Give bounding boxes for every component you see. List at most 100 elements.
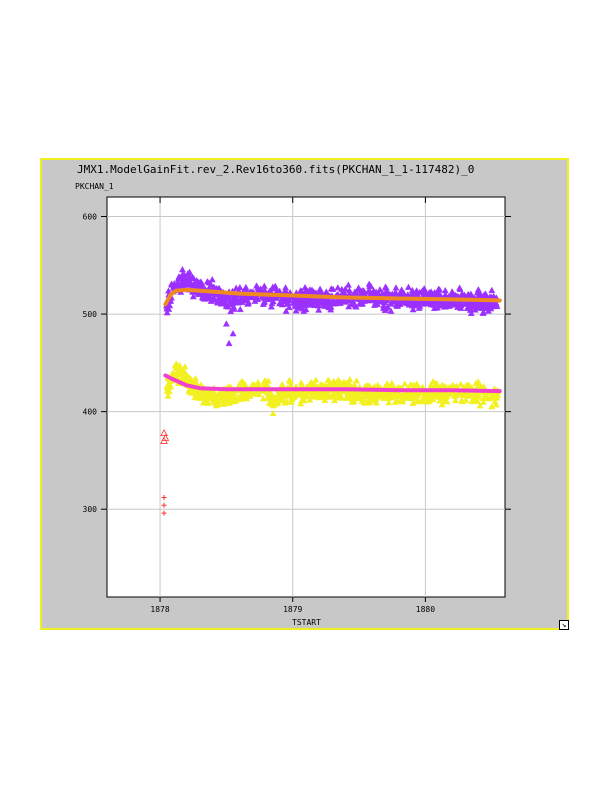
axes: 1878 1879 1880 300 400 500 600 — [83, 197, 511, 614]
data-point — [450, 392, 458, 399]
data-point — [413, 287, 421, 294]
data-point — [306, 396, 314, 403]
data-point — [203, 278, 211, 285]
data-point — [193, 277, 201, 284]
data-point — [297, 379, 305, 386]
data-point — [198, 280, 206, 287]
data-point — [397, 397, 405, 404]
data-point — [416, 298, 424, 305]
data-point — [267, 303, 275, 310]
data-point — [418, 288, 426, 295]
data-point — [418, 389, 426, 397]
data-point — [380, 302, 388, 309]
data-point — [320, 301, 328, 308]
series-3 — [161, 494, 167, 516]
data-point — [308, 392, 316, 399]
data-point — [457, 380, 465, 387]
data-point — [272, 285, 280, 292]
data-point — [439, 397, 447, 404]
data-point — [360, 398, 368, 405]
data-point — [310, 388, 318, 395]
data-point — [181, 363, 189, 370]
data-point — [194, 290, 202, 297]
data-point — [438, 401, 446, 408]
data-point — [344, 389, 352, 397]
data-point — [229, 330, 237, 337]
data-point — [189, 293, 197, 300]
resize-handle-icon[interactable]: ↘ — [559, 620, 569, 630]
data-point — [371, 301, 378, 308]
data-point — [160, 429, 168, 437]
data-point — [297, 400, 305, 407]
y-tick-label: 300 — [83, 505, 98, 514]
data-point — [475, 391, 483, 398]
data-point — [334, 284, 342, 291]
data-point — [238, 293, 246, 300]
data-point — [190, 377, 198, 384]
data-point — [385, 399, 393, 406]
series-5 — [163, 373, 502, 394]
data-point — [230, 305, 238, 312]
chart: JMX1.ModelGainFit.rev_2.Rev16to360.fits(… — [75, 163, 511, 627]
data-point — [199, 399, 207, 406]
data-point — [461, 389, 469, 397]
data-point — [283, 294, 291, 302]
data-point — [466, 306, 474, 313]
y-axis-label: PKCHAN_1 — [75, 182, 114, 191]
data-point — [401, 380, 409, 387]
data-point — [420, 300, 428, 307]
data-point — [365, 389, 373, 396]
data-point — [381, 389, 389, 396]
data-point — [395, 299, 403, 306]
data-point — [225, 394, 233, 401]
data-point — [344, 281, 352, 288]
data-point — [375, 297, 383, 304]
data-point — [442, 393, 450, 400]
data-point — [349, 392, 356, 400]
data-point — [185, 273, 193, 280]
data-point — [338, 285, 346, 293]
x-axis-label: TSTART — [292, 618, 321, 627]
data-point — [427, 381, 435, 388]
data-point — [469, 395, 477, 402]
data-point — [307, 299, 314, 306]
data-point — [285, 303, 293, 311]
data-point — [392, 288, 400, 295]
data-point — [315, 296, 323, 303]
data-point — [176, 274, 184, 281]
data-point — [161, 502, 167, 508]
data-point — [407, 380, 415, 388]
data-point — [227, 296, 235, 304]
y-tick-label: 500 — [83, 310, 98, 319]
data-point — [462, 396, 470, 403]
data-point — [476, 289, 484, 297]
data-point — [204, 399, 212, 406]
series-4 — [163, 287, 502, 307]
data-point — [231, 397, 239, 404]
data-point — [409, 305, 417, 313]
data-point — [212, 402, 220, 409]
data-point — [163, 309, 171, 316]
data-point — [345, 303, 353, 310]
data-point — [449, 301, 457, 308]
data-point — [401, 391, 408, 398]
data-point — [192, 391, 200, 398]
data-point — [381, 298, 388, 306]
data-point — [161, 494, 167, 500]
data-point — [365, 397, 373, 404]
data-point — [227, 307, 235, 315]
data-point — [201, 291, 209, 298]
data-point — [430, 301, 438, 308]
data-point — [355, 284, 363, 291]
data-point — [462, 300, 470, 307]
fit-line — [163, 287, 502, 307]
x-tick-label: 1878 — [150, 605, 169, 614]
data-point — [315, 394, 323, 401]
data-point — [172, 360, 180, 367]
data-point — [489, 301, 497, 308]
data-point — [488, 403, 496, 410]
data-point — [260, 298, 268, 306]
data-point — [164, 392, 172, 399]
data-point — [278, 380, 286, 388]
data-point — [372, 399, 380, 406]
